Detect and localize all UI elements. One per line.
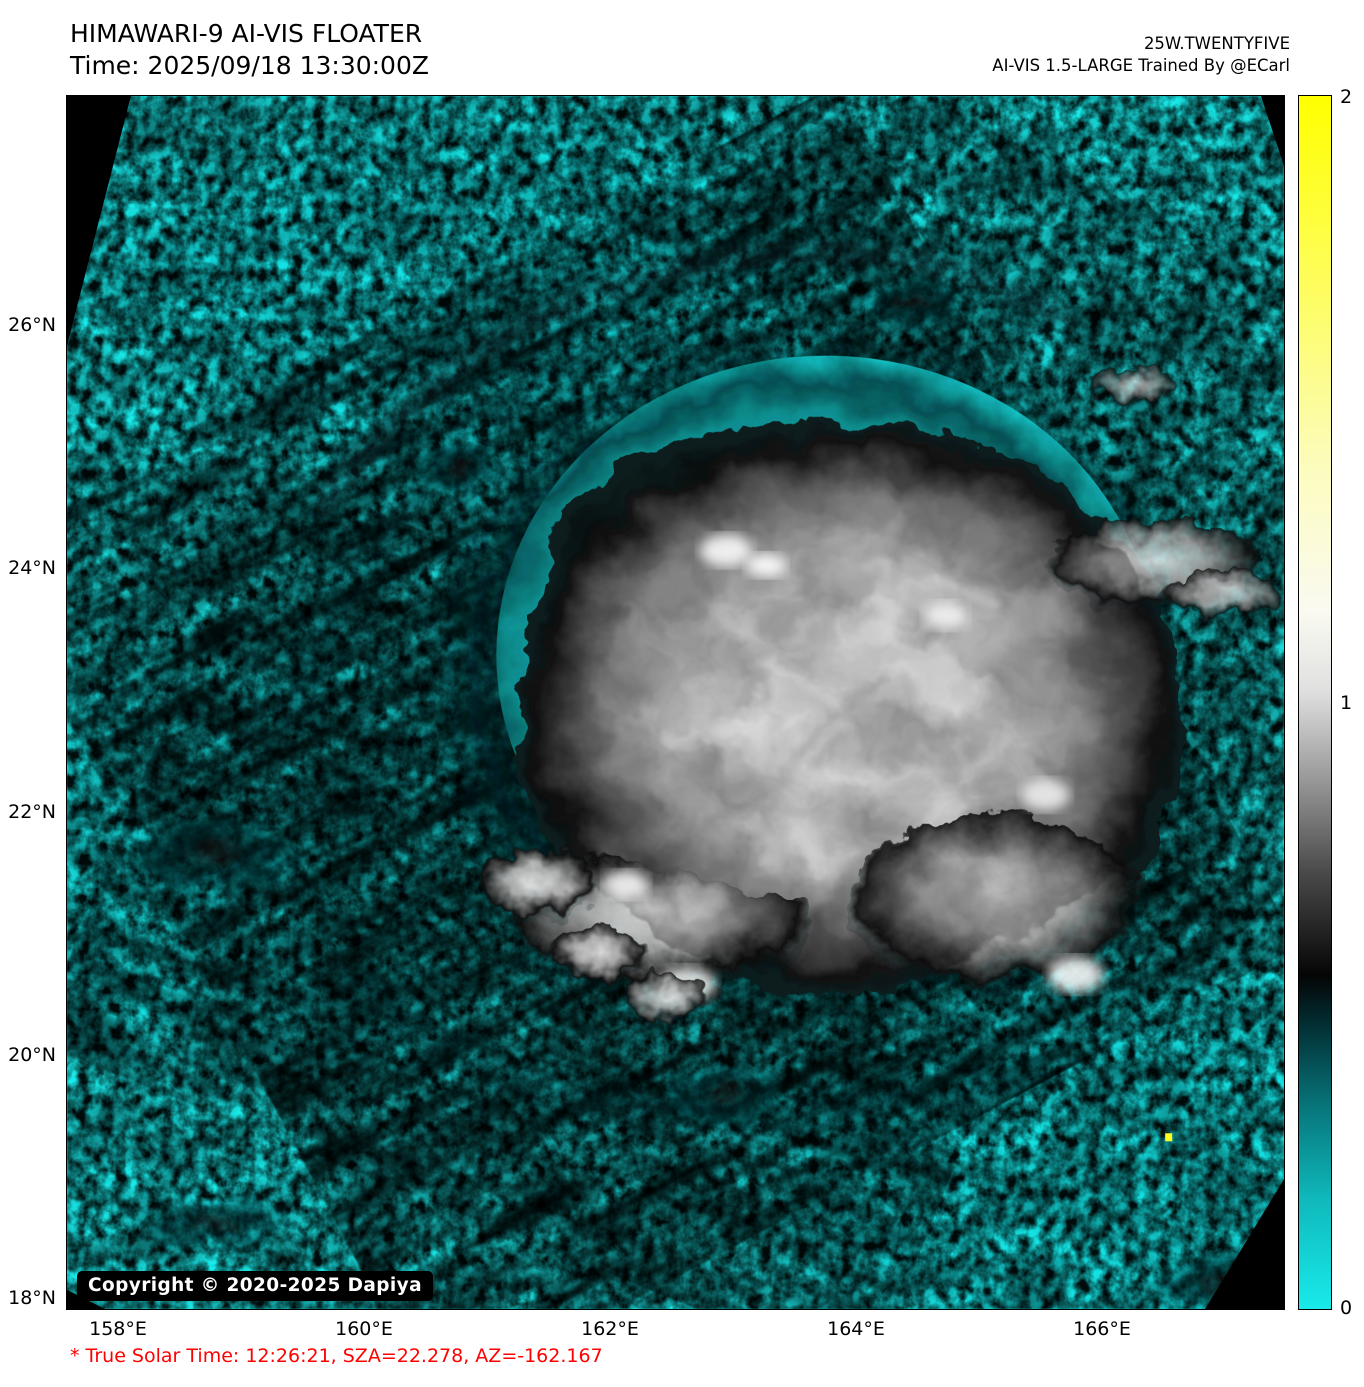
colorbar-tick-mid: 1: [1340, 692, 1353, 714]
lat-tick-24n: 24°N: [8, 557, 56, 579]
page-title: HIMAWARI-9 AI-VIS FLOATER: [70, 19, 423, 48]
storm-id-label: 25W.TWENTYFIVE: [1143, 34, 1290, 53]
header-meta-block: 25W.TWENTYFIVE AI-VIS 1.5-LARGE Trained …: [992, 33, 1290, 77]
lat-tick-20n: 20°N: [8, 1044, 56, 1066]
satellite-raster: [67, 96, 1284, 1309]
colorbar-gradient: [1299, 96, 1331, 1309]
lat-tick-26n: 26°N: [8, 314, 56, 336]
model-credit-label: AI-VIS 1.5-LARGE Trained By @ECarl: [992, 55, 1290, 75]
lon-tick-166e: 166°E: [1073, 1318, 1131, 1340]
colorbar-tick-max: 2: [1340, 86, 1353, 108]
inflow-arc-layer: [287, 239, 1083, 1128]
timestamp-line: Time: 2025/09/18 13:30:00Z: [70, 51, 429, 80]
circulation-swirl: [684, 677, 1027, 872]
header-title-block: HIMAWARI-9 AI-VIS FLOATER Time: 2025/09/…: [70, 18, 429, 82]
lon-tick-162e: 162°E: [581, 1318, 639, 1340]
lon-tick-164e: 164°E: [827, 1318, 885, 1340]
lat-tick-22n: 22°N: [8, 801, 56, 823]
lon-tick-158e: 158°E: [89, 1318, 147, 1340]
colorbar-tick-min: 0: [1340, 1297, 1353, 1319]
solar-geometry-note: * True Solar Time: 12:26:21, SZA=22.278,…: [70, 1345, 603, 1367]
colorbar: [1298, 95, 1332, 1310]
satellite-image-panel[interactable]: Copyright © 2020-2025 Dapiya: [66, 95, 1285, 1310]
saturated-glint-pixel: [1165, 1133, 1173, 1142]
southwest-convective-cluster: [476, 848, 706, 1026]
lat-tick-18n: 18°N: [8, 1287, 56, 1309]
copyright-badge: Copyright © 2020-2025 Dapiya: [77, 1271, 433, 1301]
central-dense-overcast: [416, 330, 1266, 1010]
overshooting-tops: [604, 534, 1104, 1003]
northeast-convective-cluster: [1091, 365, 1284, 620]
lon-tick-160e: 160°E: [335, 1318, 393, 1340]
